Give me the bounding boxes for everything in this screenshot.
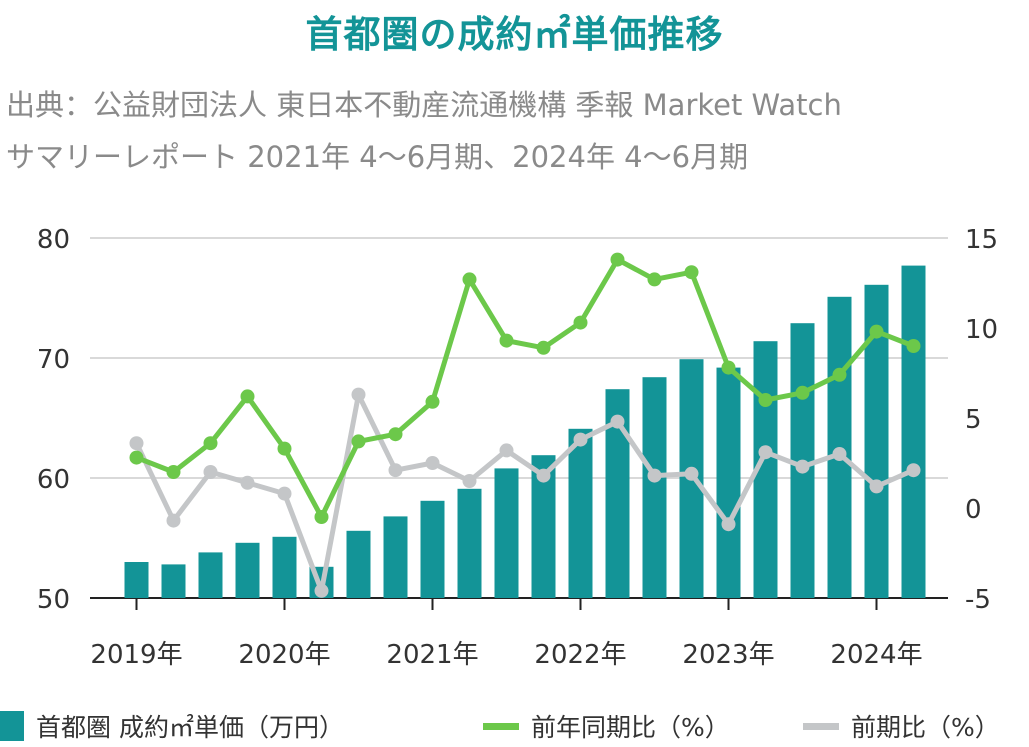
y-right-tick-label: 10 — [965, 315, 998, 345]
bar-price — [420, 500, 445, 598]
qoq-point — [499, 443, 514, 458]
yoy-point — [832, 367, 847, 382]
qoq-point — [832, 447, 847, 461]
yoy-point — [240, 389, 255, 404]
qoq-point — [610, 414, 625, 429]
y-left-tick-label: 50 — [37, 585, 70, 615]
yoy-point — [388, 427, 403, 442]
bar-price — [457, 488, 482, 598]
yoy-point — [351, 434, 366, 449]
x-tick-label: 2019年 — [90, 640, 182, 670]
yoy-point — [425, 394, 440, 409]
yoy-point — [758, 393, 773, 407]
yoy-point — [684, 265, 699, 280]
bar-price — [346, 530, 371, 598]
chart-source-line-2: サマリーレポート 2021年 4〜6月期、2024年 4〜6月期 — [6, 140, 749, 174]
qoq-point — [536, 468, 551, 483]
qoq-point — [573, 432, 588, 447]
qoq-point — [388, 463, 403, 478]
qoq-point — [721, 517, 736, 532]
legend-item-price: 首都圏 成約㎡単価（万円） — [0, 706, 344, 746]
yoy-point — [314, 510, 329, 524]
qoq-point — [684, 466, 699, 481]
qoq-point — [129, 436, 144, 451]
legend-item-yoy: 前年同期比（%） — [483, 706, 730, 746]
yoy-line — [135, 257, 915, 520]
qoq-point — [277, 486, 292, 501]
yoy-point — [573, 315, 588, 330]
qoq-point — [314, 583, 329, 598]
yoy-point — [203, 436, 218, 451]
x-tick-label: 2020年 — [238, 640, 330, 670]
y-left-tick-label: 80 — [37, 225, 70, 255]
bar-price — [124, 562, 149, 598]
bar-price — [494, 468, 519, 598]
qoq-point — [462, 474, 477, 488]
chart-legend: 首都圏 成約㎡単価（万円） 前年同期比（%） 前期比（%） — [0, 706, 1029, 746]
bar-price — [568, 428, 593, 598]
yoy-point — [647, 272, 662, 287]
y-right-tick-label: 5 — [965, 405, 982, 435]
bar-price — [235, 542, 260, 598]
yoy-point — [610, 252, 625, 267]
qoq-line — [134, 392, 915, 594]
bar-price — [383, 516, 408, 598]
qoq-point — [869, 479, 884, 494]
legend-label-qoq: 前期比（%） — [851, 713, 1000, 742]
yoy-point — [869, 324, 884, 339]
qoq-point — [203, 465, 218, 479]
y-right-tick-label: 15 — [965, 225, 998, 255]
yoy-point — [129, 450, 144, 465]
qoq-point — [758, 445, 773, 460]
x-tick-label: 2021年 — [386, 640, 478, 670]
yoy-point — [721, 360, 736, 375]
legend-swatch-qoq — [803, 722, 839, 730]
yoy-point — [906, 339, 921, 353]
y-left-tick-label: 70 — [37, 345, 70, 375]
yoy-point — [277, 441, 292, 456]
legend-item-qoq: 前期比（%） — [803, 706, 1000, 746]
legend-label-price: 首都圏 成約㎡単価（万円） — [36, 713, 344, 742]
x-tick-label: 2023年 — [682, 640, 774, 670]
legend-swatch-price — [0, 711, 24, 741]
chart-title: 首都圏の成約㎡単価推移 — [305, 13, 724, 56]
qoq-point — [351, 387, 366, 402]
qoq-point — [795, 459, 810, 474]
qoq-point — [240, 475, 255, 490]
y-right-tick-label: -5 — [965, 585, 991, 615]
yoy-point — [536, 340, 551, 355]
y-right-tick-label: 0 — [965, 495, 982, 525]
x-tick-label: 2024年 — [830, 640, 922, 670]
yoy-point — [462, 272, 477, 287]
bar-price — [198, 552, 223, 598]
legend-label-yoy: 前年同期比（%） — [531, 713, 730, 742]
yoy-point — [499, 333, 514, 348]
y-left-tick-label: 60 — [37, 465, 70, 495]
bar-price — [716, 367, 741, 598]
qoq-point — [906, 463, 921, 478]
bar-price — [161, 564, 186, 598]
chart-source-line-1: 出典：公益財団法人 東日本不動産流通機構 季報 Market Watch — [6, 88, 842, 122]
bar-price — [901, 265, 926, 598]
bar-price — [642, 377, 667, 598]
legend-swatch-yoy — [483, 722, 519, 730]
bar-price — [272, 536, 297, 598]
yoy-point — [166, 465, 181, 479]
qoq-point — [425, 456, 440, 470]
yoy-point — [795, 385, 810, 400]
qoq-point — [647, 468, 662, 483]
x-tick-label: 2022年 — [534, 640, 626, 670]
qoq-point — [166, 513, 181, 528]
